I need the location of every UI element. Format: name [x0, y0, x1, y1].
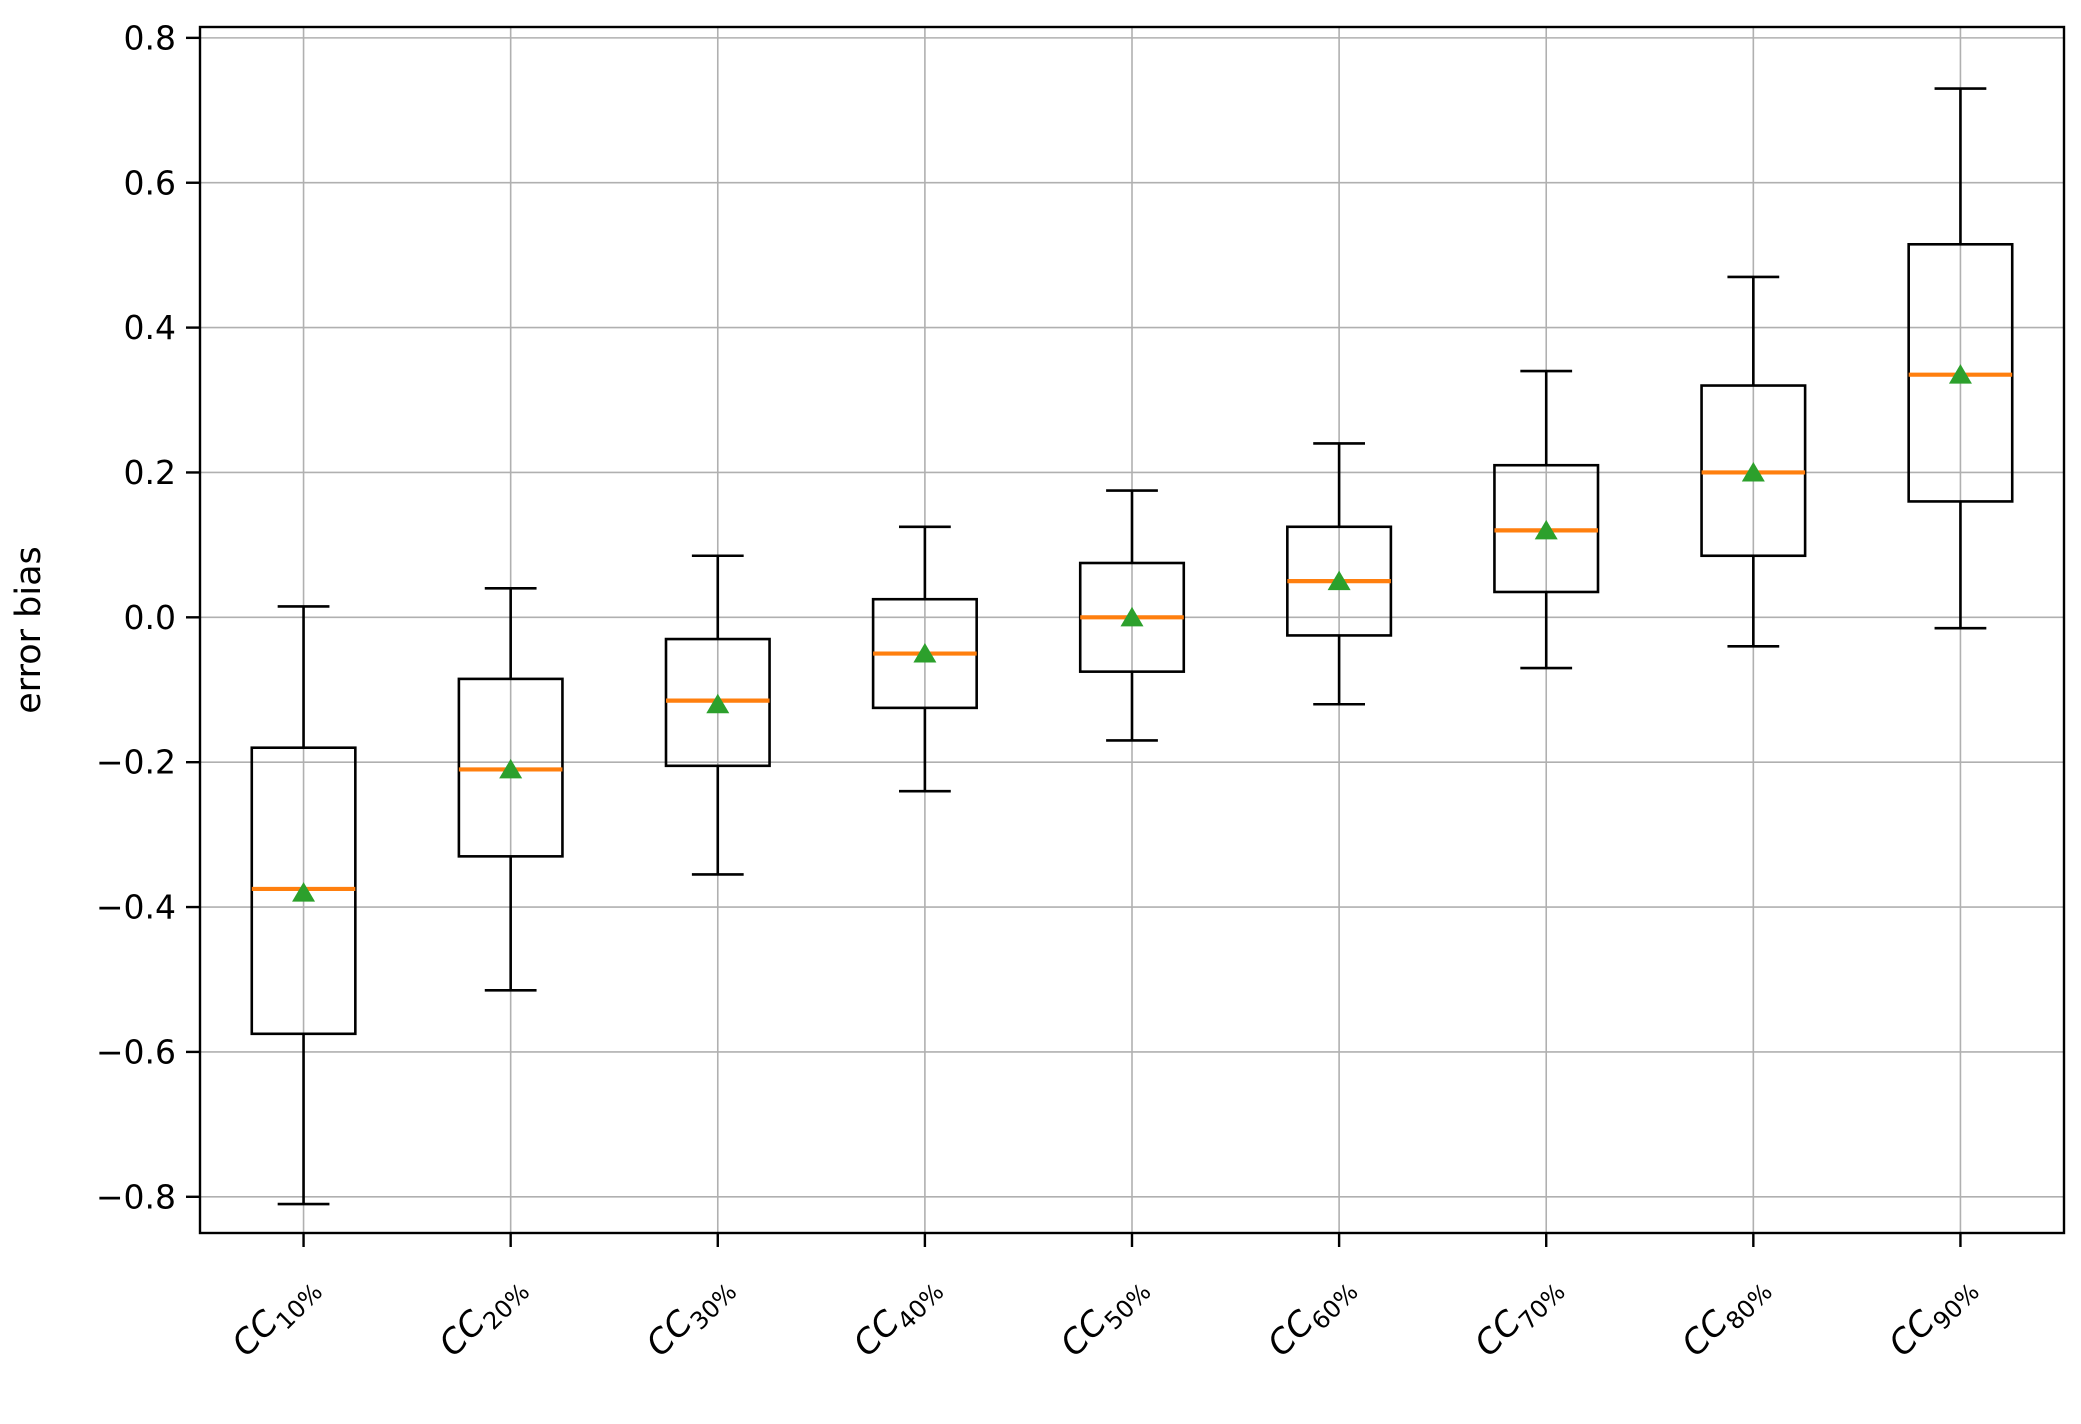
- box-CC-40%: [871, 525, 978, 793]
- box-CC-10%: [250, 605, 357, 1206]
- box-CC-30%: [664, 554, 771, 876]
- box-CC-60%: [1286, 442, 1393, 706]
- mean-marker: [1327, 570, 1351, 591]
- y-tick-label: −0.2: [96, 743, 176, 782]
- y-axis-label: error bias: [9, 546, 49, 713]
- y-tick-label: 0.6: [124, 163, 176, 202]
- box-CC-20%: [457, 587, 564, 992]
- mean-marker: [1741, 461, 1765, 482]
- mean-marker: [1120, 606, 1144, 627]
- y-tick-label: 0.8: [124, 18, 176, 57]
- box-CC-50%: [1078, 489, 1186, 742]
- mean-marker: [913, 643, 937, 663]
- box-CC-70%: [1493, 369, 1600, 670]
- y-tick-label: −0.6: [96, 1032, 176, 1071]
- box-CC-90%: [1907, 87, 2014, 630]
- mean-marker: [1948, 364, 1972, 384]
- y-axis: 0.8 0.6 0.4 0.2 0.0 −0.2 −0.4 −0.6 −0.8: [96, 18, 200, 1216]
- y-tick-label: 0.2: [124, 453, 176, 492]
- y-tick-label: −0.8: [96, 1177, 176, 1216]
- box-CC-80%: [1700, 275, 1807, 648]
- y-tick-label: 0.0: [124, 598, 176, 637]
- y-tick-label: −0.4: [96, 888, 176, 927]
- y-tick-label: 0.4: [124, 308, 176, 347]
- mean-marker: [1534, 519, 1558, 540]
- mean-marker: [499, 758, 523, 779]
- mean-marker: [292, 882, 316, 902]
- mean-marker: [706, 693, 730, 714]
